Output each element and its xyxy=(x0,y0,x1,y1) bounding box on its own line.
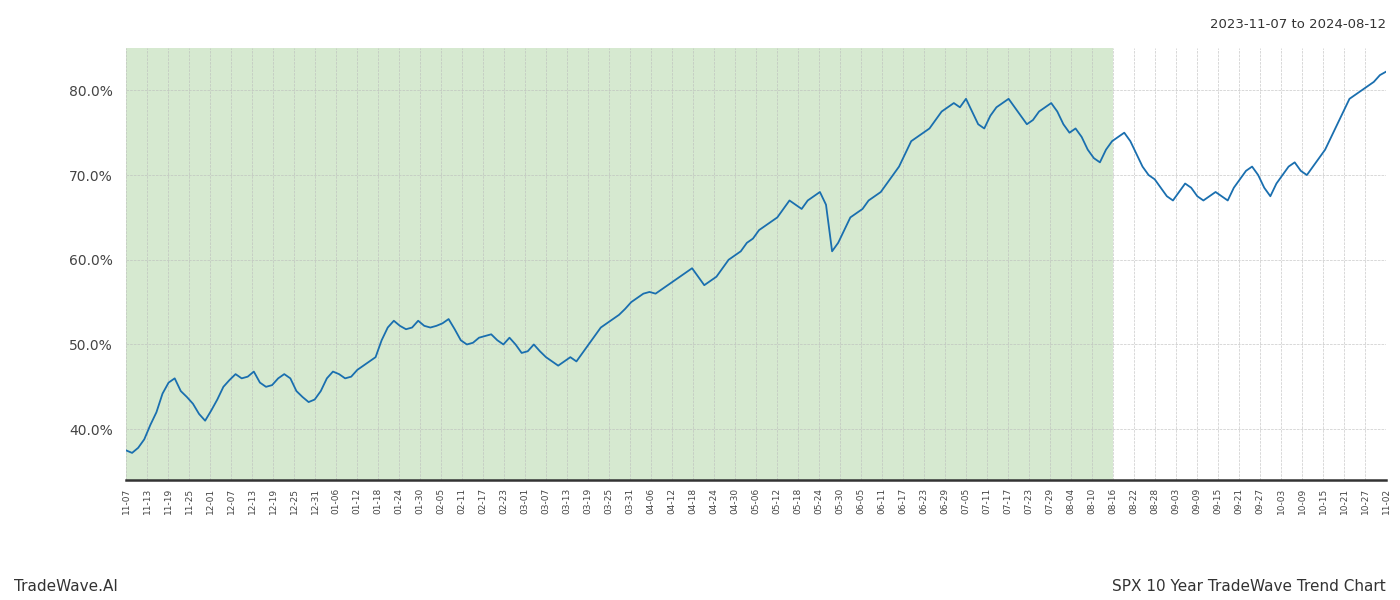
Text: 2023-11-07 to 2024-08-12: 2023-11-07 to 2024-08-12 xyxy=(1210,18,1386,31)
Bar xyxy=(126,48,1113,480)
Text: SPX 10 Year TradeWave Trend Chart: SPX 10 Year TradeWave Trend Chart xyxy=(1112,579,1386,594)
Text: TradeWave.AI: TradeWave.AI xyxy=(14,579,118,594)
